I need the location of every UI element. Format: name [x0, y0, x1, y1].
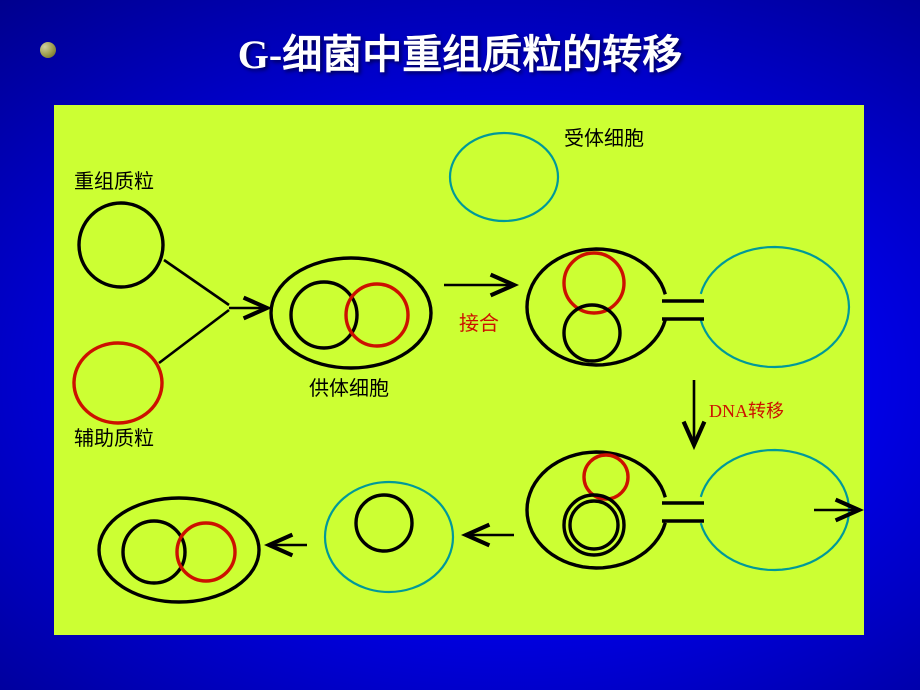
label-recomb_plasmid: 重组质粒	[74, 170, 154, 193]
label-recipient_cell: 受体细胞	[564, 127, 644, 150]
slide-background: G-细菌中重组质粒的转移 重组质粒辅助质粒 供体细胞 受体细胞接合 DNA转移	[0, 0, 920, 690]
label-helper_plasmid: 辅助质粒	[74, 427, 154, 450]
diagram-svg: 重组质粒辅助质粒 供体细胞 受体细胞接合 DNA转移	[54, 105, 864, 635]
slide-title: G-细菌中重组质粒的转移	[0, 22, 920, 80]
label-donor_cell: 供体细胞	[309, 377, 389, 400]
label-conjugation: 接合	[459, 312, 499, 335]
label-dna_transfer: DNA转移	[709, 401, 784, 421]
diagram-panel: 重组质粒辅助质粒 供体细胞 受体细胞接合 DNA转移	[54, 105, 864, 635]
panel-bg	[54, 105, 864, 635]
